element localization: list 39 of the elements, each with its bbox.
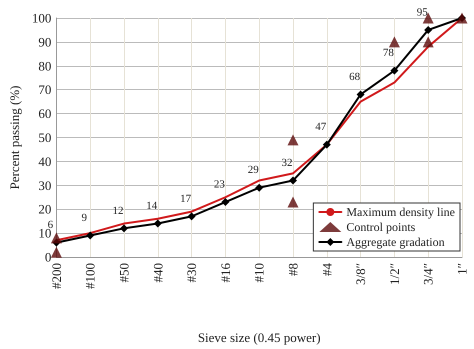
y-tick-label: 60 — [38, 106, 52, 122]
x-tick-label: #4 — [319, 262, 334, 276]
x-tick-label: #40 — [150, 263, 166, 282]
data-label: 9 — [81, 212, 88, 224]
legend-label: Control points — [346, 220, 416, 234]
x-tick-label: #50 — [116, 263, 132, 282]
x-tick-label: #10 — [252, 263, 267, 282]
data-label: 32 — [282, 157, 292, 170]
legend-label: Maximum density line — [346, 205, 455, 219]
y-tick-label: 50 — [38, 130, 52, 145]
y-tick-label: 20 — [38, 202, 52, 217]
data-label: 47 — [315, 121, 327, 134]
data-label: 95 — [416, 6, 428, 18]
data-label: 29 — [248, 164, 260, 176]
legend-label: Aggregate gradation — [346, 235, 445, 249]
data-label: 78 — [382, 47, 394, 60]
x-tick-label: 1/2″ — [386, 263, 402, 286]
y-tick-label: 0 — [44, 250, 52, 264]
x-tick-label: 1″ — [454, 263, 470, 275]
x-tick-label: #16 — [218, 262, 233, 282]
y-tick-label: 100 — [32, 10, 52, 26]
y-axis-title: Percent passing (%) — [7, 86, 22, 190]
data-label: 12 — [112, 204, 124, 217]
x-tick-label: #30 — [184, 263, 200, 282]
x-tick-label: 3/8″ — [353, 263, 368, 286]
x-tick-label: #200 — [48, 263, 64, 289]
y-tick-label: 80 — [38, 58, 52, 74]
y-tick-label: 70 — [38, 82, 52, 98]
x-tick-label: #8 — [286, 263, 300, 276]
data-label: 17 — [180, 192, 192, 205]
x-tick-label: 3/4″ — [420, 263, 436, 286]
y-tick-label: 90 — [38, 34, 52, 50]
data-label: 68 — [349, 70, 361, 83]
x-axis-title: Sieve size (0.45 power) — [198, 330, 321, 345]
y-tick-label: 30 — [38, 178, 52, 193]
data-label: 23 — [214, 178, 226, 191]
data-label: 14 — [146, 200, 158, 212]
x-tick-label: #100 — [82, 263, 98, 289]
y-tick-label: 40 — [38, 154, 52, 169]
